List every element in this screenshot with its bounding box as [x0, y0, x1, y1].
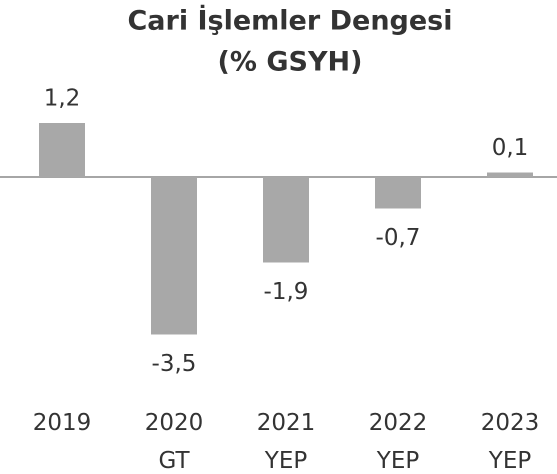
bar: [487, 172, 533, 177]
bar: [39, 123, 85, 177]
x-tick-label: 2022 YEP: [368, 410, 428, 474]
value-label: 0,1: [492, 135, 529, 161]
bar: [375, 177, 421, 209]
x-tick-label: 2023 YEP: [480, 410, 540, 474]
x-tick-label: 2019: [32, 410, 92, 436]
chart-subtitle: (% GSYH): [218, 47, 363, 78]
chart-title: Cari İşlemler Dengesi: [127, 5, 452, 37]
value-label: -0,7: [376, 225, 421, 251]
x-tick-label: 2020 GT: [144, 410, 204, 474]
bar: [263, 177, 309, 263]
x-tick-label: 2021 YEP: [256, 410, 316, 474]
value-label: -3,5: [152, 351, 197, 377]
value-label: -1,9: [264, 279, 309, 305]
bar: [151, 177, 197, 335]
value-label: 1,2: [44, 86, 81, 112]
